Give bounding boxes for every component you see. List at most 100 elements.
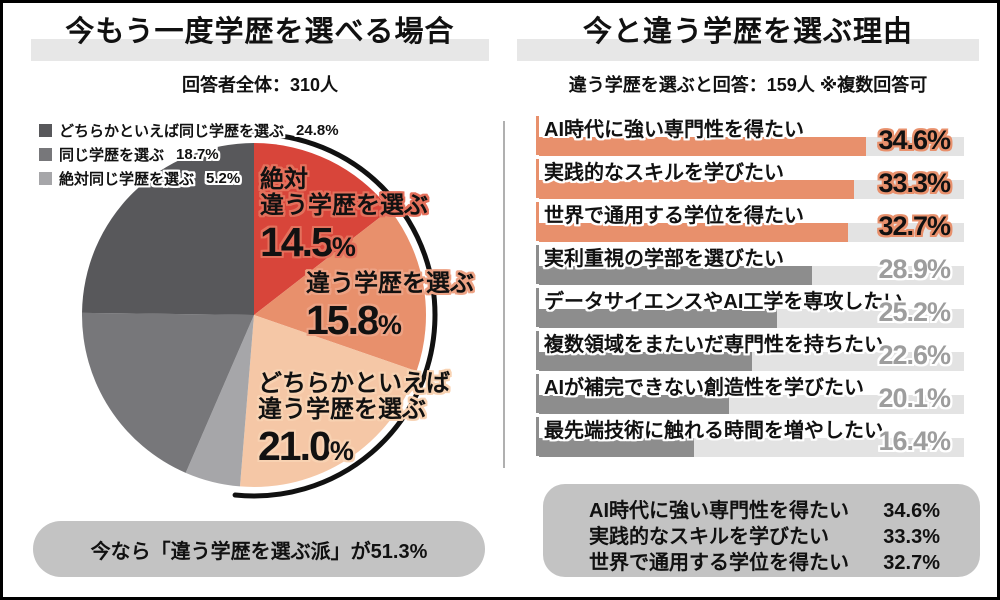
pie-legend: どちらかといえば同じ学歴を選ぶ 24.8% 同じ学歴を選ぶ 18.7% 絶対同じ学歴を選… bbox=[39, 118, 339, 190]
pie-chart bbox=[64, 125, 444, 505]
legend-label: 同じ学歴を選ぶ bbox=[59, 146, 165, 164]
left-panel-subtitle: 回答者全体：310人 bbox=[181, 75, 339, 95]
left-panel: 今もう一度学歴を選べる場合 回答者全体：310人 どちらかといえば 同じ学歴を選ぶ… bbox=[3, 3, 997, 597]
pie-slice bbox=[239, 315, 417, 488]
pie-slice bbox=[185, 315, 254, 487]
pie-svg bbox=[81, 131, 438, 499]
pie-value-number: 15.8 bbox=[306, 297, 380, 343]
bar-label: 実践的なスキルを学びたい bbox=[544, 162, 784, 184]
bar-label: 最先端技術に触れる時間を増やしたい bbox=[544, 420, 884, 442]
summary-row: 世界で通用する学位を得たい 32.7% bbox=[589, 550, 940, 576]
bar-label: データサイエンスやAI工学を専攻したい bbox=[544, 291, 904, 313]
summary-label: 世界で通用する学位を得たい bbox=[589, 552, 849, 574]
pie-slice-labels: 絶対 違う学歴を選ぶ 14.5% 違う学歴を選ぶ 15.8% どちらかといえば 違う学歴を選… bbox=[3, 3, 997, 597]
bar-track bbox=[539, 438, 964, 457]
bar-axis-tick bbox=[536, 417, 539, 456]
pie-label-line: どちらかといえば bbox=[258, 370, 450, 397]
bar-row: データサイエンスやAI工学を専攻したい 25.2% bbox=[536, 287, 964, 330]
legend-swatch bbox=[39, 147, 52, 161]
summary-value: 32.7% bbox=[883, 552, 940, 574]
left-panel-title: 今もう一度学歴を選べる場合 bbox=[31, 15, 489, 61]
bar-axis-tick bbox=[536, 288, 539, 327]
title-highlight-band bbox=[31, 39, 489, 61]
summary-row: AI時代に強い専門性を得たい 34.6% bbox=[589, 498, 940, 524]
callout-pill: 今なら「違う学歴を選ぶ派」が51.3% bbox=[33, 521, 485, 577]
bar-value: 33.3% bbox=[878, 168, 951, 198]
pie-slice bbox=[82, 142, 254, 315]
bar-row: 複数領域をまたいだ専門性を持ちたい 22.6% bbox=[536, 330, 964, 373]
highlight-arc bbox=[232, 131, 438, 499]
pie-label-value: 15.8% bbox=[306, 297, 474, 348]
right-title-text: 今と違う学歴を選ぶ理由 bbox=[582, 16, 913, 48]
legend-value: 24.8% bbox=[296, 121, 339, 139]
legend-value: 5.2% bbox=[206, 169, 241, 187]
bar-chart: AI時代に強い専門性を得たい 34.6% 実践的なスキルを学びたい 33.3% 世界で通… bbox=[536, 115, 964, 463]
bar-axis-tick bbox=[536, 116, 539, 155]
pie-label-line: 絶対 bbox=[260, 166, 308, 193]
bar-label: 実利重視の学部を選びたい bbox=[544, 248, 784, 270]
bar-axis-tick bbox=[536, 245, 539, 284]
bar-fill bbox=[539, 266, 812, 285]
summary-row: 実践的なスキルを学びたい 33.3% bbox=[589, 524, 940, 550]
bar-value: 34.6% bbox=[878, 125, 951, 155]
bar-label: AIが補完できない創造性を学びたい bbox=[544, 377, 864, 399]
bar-axis-tick bbox=[536, 331, 539, 370]
bar-fill bbox=[539, 438, 694, 457]
legend-label: 絶対同じ学歴を選ぶ bbox=[59, 170, 195, 188]
summary-box: AI時代に強い専門性を得たい 34.6% 実践的なスキルを学びたい 33.3% 世界で通… bbox=[543, 484, 980, 577]
summary-label: 実践的なスキルを学びたい bbox=[589, 526, 829, 548]
pie-slice bbox=[81, 312, 254, 473]
left-title-text: 今もう一度学歴を選べる場合 bbox=[65, 16, 455, 48]
legend-swatch bbox=[39, 123, 52, 137]
bar-row: AI時代に強い専門性を得たい 34.6% bbox=[536, 115, 964, 158]
bar-value: 20.1% bbox=[878, 383, 951, 413]
pie-slice bbox=[254, 143, 390, 315]
right-panel-title: 今と違う学歴を選ぶ理由 bbox=[517, 15, 979, 61]
bar-row: 実践的なスキルを学びたい 33.3% bbox=[536, 158, 964, 201]
pie-label: どちらかといえば 違う学歴を選ぶ 21.0% bbox=[258, 371, 450, 474]
legend-value: 18.7% bbox=[176, 145, 219, 163]
panel-divider bbox=[503, 121, 505, 468]
bar-axis-tick bbox=[536, 374, 539, 413]
bar-fill bbox=[539, 223, 848, 242]
callout-text: 今なら「違う学歴を選ぶ派」が51.3% bbox=[90, 540, 428, 563]
percent-sign: % bbox=[331, 232, 356, 262]
legend-swatch bbox=[39, 171, 52, 185]
bar-label: 世界で通用する学位を得たい bbox=[544, 205, 804, 227]
pie-slice bbox=[254, 209, 426, 372]
bar-track bbox=[539, 309, 964, 328]
pie-label-line: 違う学歴を選ぶ bbox=[306, 270, 474, 297]
pie-label-value: 14.5% bbox=[260, 219, 428, 270]
summary-label: AI時代に強い専門性を得たい bbox=[589, 500, 849, 522]
title-highlight-band bbox=[517, 39, 979, 61]
bar-row: 世界で通用する学位を得たい 32.7% bbox=[536, 201, 964, 244]
pie-label: 絶対 違う学歴を選ぶ 14.5% bbox=[260, 167, 428, 270]
summary-value: 34.6% bbox=[883, 500, 940, 522]
legend-row: 同じ学歴を選ぶ 18.7% bbox=[39, 142, 339, 166]
bar-value: 25.2% bbox=[878, 297, 951, 327]
bar-track bbox=[539, 137, 964, 156]
bar-label: AI時代に強い専門性を得たい bbox=[544, 119, 804, 141]
pie-label-line: 違う学歴を選ぶ bbox=[258, 396, 426, 423]
bar-value: 22.6% bbox=[878, 340, 951, 370]
bar-track bbox=[539, 352, 964, 371]
pie-label-value: 21.0% bbox=[258, 423, 450, 474]
right-panel: 今と違う学歴を選ぶ理由 違う学歴を選ぶと回答：159人 ※複数回答可 AI時代に… bbox=[3, 3, 997, 597]
legend-row: 絶対同じ学歴を選ぶ 5.2% bbox=[39, 166, 339, 190]
bar-row: 実利重視の学部を選びたい 28.9% bbox=[536, 244, 964, 287]
right-panel-subtitle: 違う学歴を選ぶと回答：159人 ※複数回答可 bbox=[568, 75, 928, 95]
bar-value: 32.7% bbox=[878, 211, 951, 241]
bar-fill bbox=[539, 395, 729, 414]
bar-value: 28.9% bbox=[878, 254, 951, 284]
bar-axis-tick bbox=[536, 159, 539, 198]
pie-value-number: 14.5 bbox=[260, 219, 334, 265]
bar-label: 複数領域をまたいだ専門性を持ちたい bbox=[544, 334, 884, 356]
summary-value: 33.3% bbox=[883, 526, 940, 548]
bar-fill bbox=[539, 137, 866, 156]
pie-label: 違う学歴を選ぶ 15.8% bbox=[306, 271, 474, 348]
pie-value-number: 21.0 bbox=[258, 423, 332, 469]
bar-track bbox=[539, 180, 964, 199]
bar-value: 16.4% bbox=[878, 426, 951, 456]
bar-fill bbox=[539, 352, 753, 371]
bar-axis-tick bbox=[536, 202, 539, 241]
